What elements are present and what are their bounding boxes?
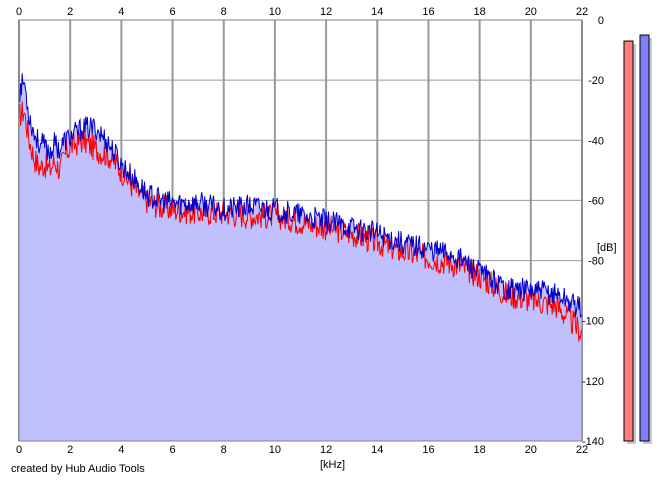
- x-tick-label-bottom: 20: [525, 444, 537, 456]
- x-tick-label-bottom: 22: [576, 444, 588, 456]
- x-tick-label-bottom: 12: [320, 444, 332, 456]
- level-meter-bar: [623, 40, 634, 442]
- spectrum-fill: [19, 73, 582, 442]
- x-tick-label-top: 14: [371, 6, 383, 18]
- x-tick-label-bottom: 0: [16, 444, 22, 456]
- x-tick-label-bottom: 14: [371, 444, 383, 456]
- y-tick-label: -80: [588, 256, 604, 268]
- y-tick-label: -40: [588, 135, 604, 147]
- credit-text: created by Hub Audio Tools: [11, 463, 145, 475]
- y-tick-label: 0: [598, 15, 604, 27]
- x-tick-label-bottom: 2: [67, 444, 73, 456]
- plot-frame: [18, 19, 583, 442]
- y-tick-label: -20: [588, 75, 604, 87]
- x-tick-label-top: 10: [269, 6, 281, 18]
- y-tick-label: -140: [582, 436, 604, 448]
- y-tick-label: -100: [582, 316, 604, 328]
- x-tick-label-bottom: 10: [269, 444, 281, 456]
- x-tick-label-top: 18: [474, 6, 486, 18]
- x-tick-label-bottom: 8: [221, 444, 227, 456]
- y-tick-labels: 0 -20 -40 -60 -80 -100 -120 -140: [582, 15, 604, 448]
- x-axis-label: [kHz]: [320, 459, 345, 471]
- x-tick-label-top: 20: [525, 6, 537, 18]
- x-tick-label-bottom: 16: [422, 444, 434, 456]
- y-tick-label: -120: [582, 376, 604, 388]
- x-tick-label-top: 6: [169, 6, 175, 18]
- spectrum-area: [19, 73, 582, 442]
- x-tick-label-top: 16: [422, 6, 434, 18]
- level-meter-bar: [639, 34, 650, 442]
- x-tick-label-top: 22: [576, 6, 588, 18]
- series-line-blue: [18, 73, 583, 319]
- plot-border: [18, 19, 583, 442]
- x-tick-label-top: 2: [67, 6, 73, 18]
- x-tick-label-bottom: 4: [118, 444, 124, 456]
- y-tick-label: -60: [588, 195, 604, 207]
- x-tick-label-top: 0: [16, 6, 22, 18]
- x-tick-label-top: 4: [118, 6, 124, 18]
- y-axis-label: [dB]: [597, 242, 617, 254]
- x-tick-label-bottom: 18: [474, 444, 486, 456]
- x-tick-label-bottom: 6: [169, 444, 175, 456]
- level-meters: [623, 34, 652, 445]
- x-tick-label-top: 12: [320, 6, 332, 18]
- x-tick-label-top: 8: [221, 6, 227, 18]
- spectrum-series: [18, 73, 583, 342]
